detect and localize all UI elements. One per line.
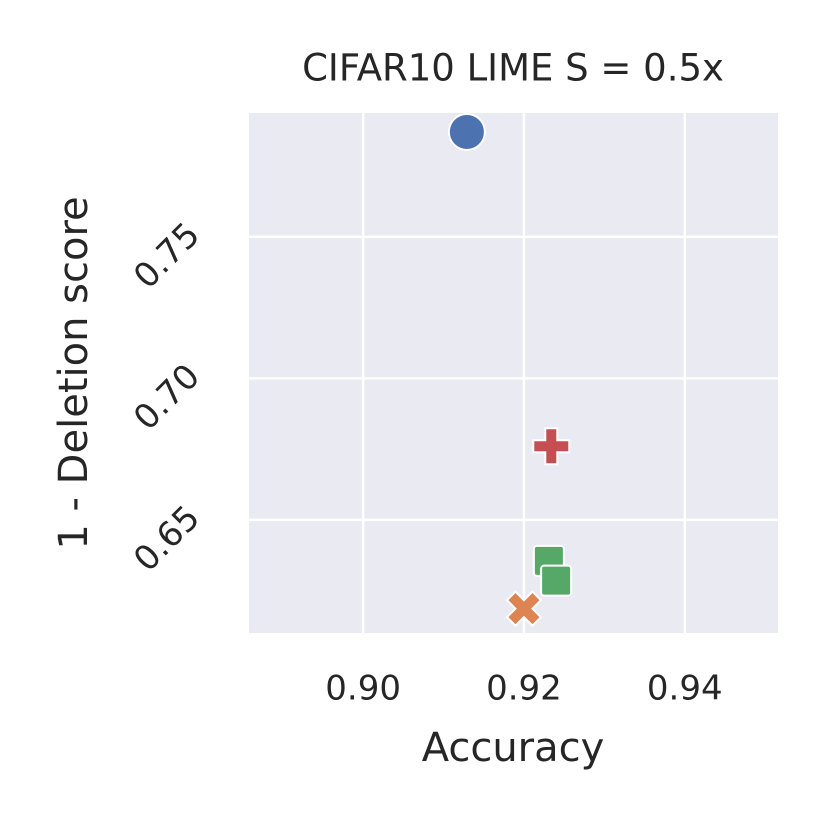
- x-tick-label: 0.90: [325, 669, 401, 709]
- plot-background: [249, 113, 778, 633]
- y-tick-label: 0.70: [126, 356, 208, 438]
- data-point: [540, 564, 573, 597]
- y-axis-label: 1 - Deletion score: [51, 196, 97, 549]
- x-tick-label: 0.94: [647, 669, 723, 709]
- chart-title: CIFAR10 LIME S = 0.5x: [302, 47, 724, 90]
- data-point: [532, 427, 571, 466]
- y-tick-label: 0.65: [126, 498, 208, 580]
- data-point: [447, 112, 486, 151]
- x-axis-label: Accuracy: [422, 725, 605, 771]
- data-point: [505, 590, 543, 628]
- y-tick-label: 0.75: [126, 215, 208, 297]
- x-tick-label: 0.92: [486, 669, 562, 709]
